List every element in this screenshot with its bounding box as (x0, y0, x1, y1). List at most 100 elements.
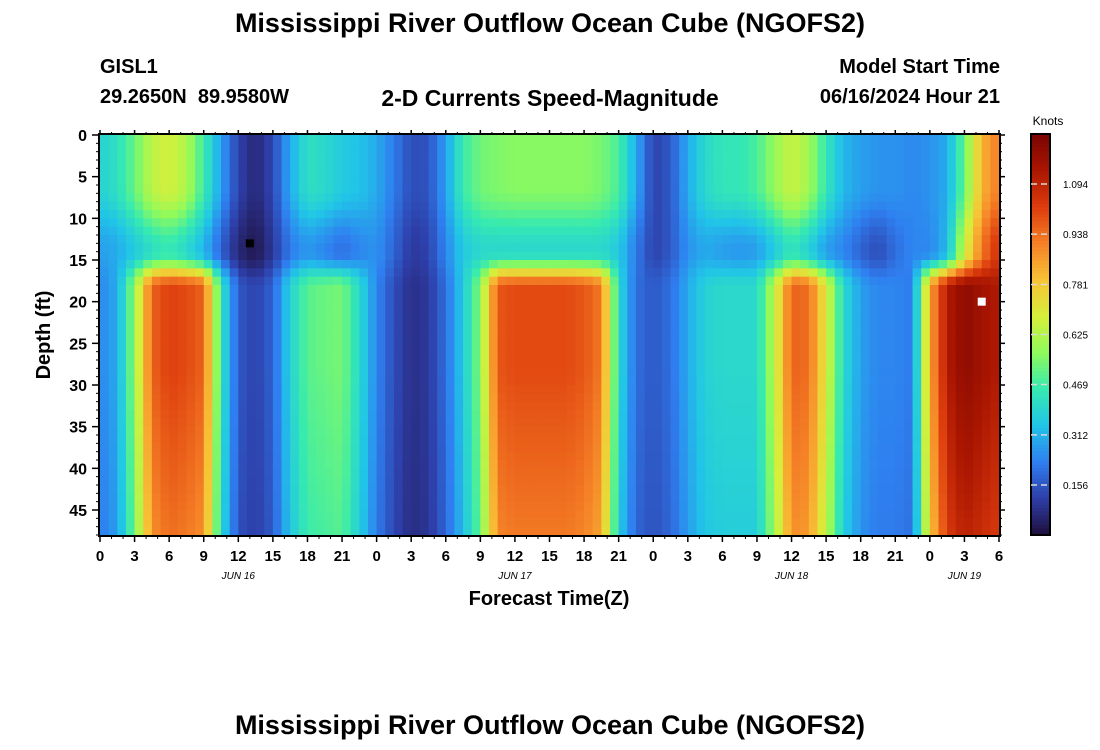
heatmap-cell (670, 201, 680, 211)
heatmap-cell (143, 376, 153, 386)
heatmap-cell (359, 526, 369, 536)
heatmap-cell (748, 160, 758, 169)
heatmap-cell (411, 360, 421, 369)
heatmap-cell (834, 310, 844, 319)
heatmap-cell (921, 435, 931, 444)
heatmap-cell (117, 268, 127, 278)
heatmap-cell (921, 501, 931, 511)
heatmap-cell (653, 301, 663, 311)
heatmap-cell (316, 185, 326, 194)
heatmap-cell (367, 310, 378, 319)
heatmap-cell (756, 185, 767, 194)
heatmap-cell (990, 285, 1000, 294)
heatmap-cell (903, 160, 914, 169)
heatmap-cell (895, 260, 905, 269)
heatmap-cell (869, 376, 879, 386)
heatmap-cell (359, 218, 369, 228)
heatmap-cell (834, 335, 844, 344)
heatmap-cell (592, 301, 602, 311)
heatmap-cell (635, 285, 646, 294)
heatmap-cell (523, 318, 533, 328)
heatmap-cell (912, 210, 922, 219)
heatmap-cell (186, 168, 196, 178)
heatmap-cell (834, 268, 844, 278)
heatmap-cell (843, 160, 853, 169)
heatmap-cell (558, 276, 568, 286)
heatmap-cell (307, 260, 317, 269)
heatmap-cell (376, 151, 386, 161)
heatmap-cell (610, 418, 620, 428)
heatmap-cell (601, 268, 611, 278)
heatmap-cell (540, 351, 551, 361)
heatmap-cell (143, 343, 153, 353)
heatmap-cell (177, 360, 188, 369)
heatmap-cell (506, 193, 516, 203)
heatmap-cell (765, 443, 775, 453)
heatmap-cell (756, 210, 767, 219)
heatmap-cell (428, 176, 438, 186)
heatmap-cell (653, 376, 663, 386)
heatmap-cell (705, 410, 715, 419)
heatmap-cell (177, 376, 188, 386)
heatmap-cell (143, 526, 153, 536)
heatmap-cell (488, 293, 499, 303)
heatmap-cell (843, 343, 853, 353)
heatmap-cell (955, 326, 966, 336)
heatmap-cell (973, 210, 983, 219)
heatmap-cell (601, 476, 611, 486)
heatmap-cell (860, 468, 870, 478)
heatmap-cell (428, 318, 438, 328)
heatmap-cell (100, 501, 110, 511)
heatmap-cell (316, 168, 326, 178)
heatmap-cell (584, 185, 594, 194)
heatmap-cell (497, 268, 507, 278)
heatmap-cell (359, 410, 369, 419)
heatmap-cell (713, 310, 723, 319)
heatmap-cell (488, 243, 499, 253)
heatmap-cell (575, 360, 585, 369)
heatmap-cell (739, 160, 749, 169)
heatmap-cell (160, 151, 170, 161)
heatmap-cell (696, 135, 706, 144)
heatmap-cell (748, 476, 758, 486)
heatmap-cell (903, 201, 914, 211)
heatmap-cell (532, 376, 542, 386)
heatmap-cell (886, 326, 896, 336)
heatmap-cell (696, 518, 706, 528)
heatmap-cell (437, 360, 447, 369)
heatmap-cell (186, 318, 196, 328)
heatmap-cell (428, 276, 438, 286)
heatmap-cell (566, 193, 577, 203)
heatmap-cell (333, 426, 343, 436)
heatmap-cell (756, 326, 767, 336)
heatmap-cell (540, 276, 551, 286)
heatmap-cell (782, 293, 793, 303)
heatmap-cell (929, 526, 940, 536)
heatmap-cell (705, 493, 715, 503)
heatmap-cell (618, 285, 628, 294)
heatmap-cell (471, 243, 481, 253)
heatmap-cell (903, 318, 914, 328)
heatmap-cell (860, 218, 870, 228)
heatmap-cell (696, 160, 706, 169)
heatmap-cell (722, 251, 732, 261)
heatmap-cell (324, 160, 334, 169)
heatmap-cell (506, 393, 516, 403)
heatmap-cell (290, 385, 300, 394)
heatmap-cell (393, 335, 404, 344)
heatmap-cell (860, 193, 870, 203)
heatmap-cell (817, 301, 827, 311)
heatmap-cell (151, 293, 162, 303)
heatmap-cell (333, 493, 343, 503)
heatmap-cell (100, 210, 110, 219)
heatmap-cell (817, 351, 827, 361)
heatmap-cell (800, 335, 810, 344)
heatmap-cell (428, 493, 438, 503)
heatmap-cell (765, 460, 775, 469)
heatmap-cell (480, 193, 490, 203)
heatmap-cell (826, 501, 836, 511)
heatmap-cell (419, 226, 430, 236)
heatmap-cell (670, 435, 680, 444)
heatmap-cell (886, 293, 896, 303)
heatmap-cell (739, 318, 749, 328)
